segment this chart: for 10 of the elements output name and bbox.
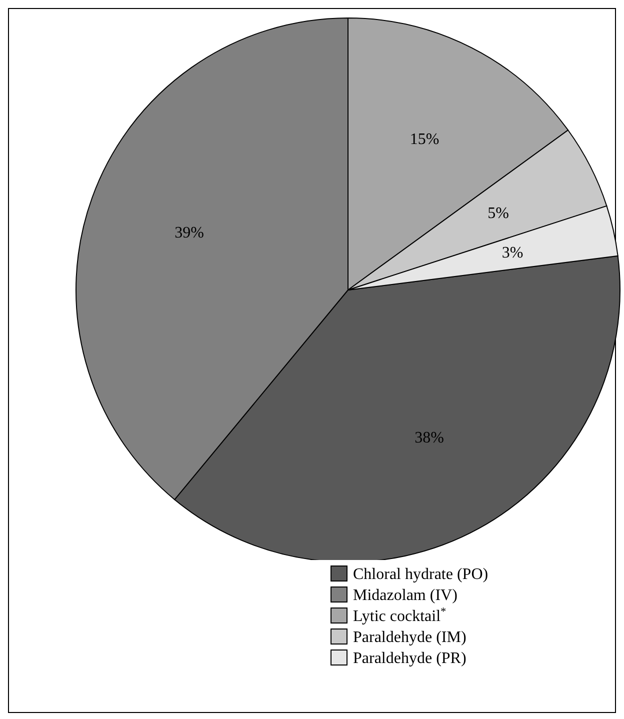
legend-label: Midazolam (IV) <box>353 587 458 604</box>
data-label: 38% <box>414 429 444 446</box>
data-label: 39% <box>174 224 204 242</box>
data-label: 5% <box>488 204 509 222</box>
legend-label: Paraldehyde (IM) <box>353 629 466 646</box>
data-label: 3% <box>502 244 524 262</box>
legend-label: Paraldehyde (PR) <box>353 650 466 667</box>
legend-label: Lytic cocktail$^{*}$ <box>353 606 447 625</box>
data-label: 15% <box>410 131 440 148</box>
legend-label: Chloral hydrate (PO) <box>353 566 488 583</box>
